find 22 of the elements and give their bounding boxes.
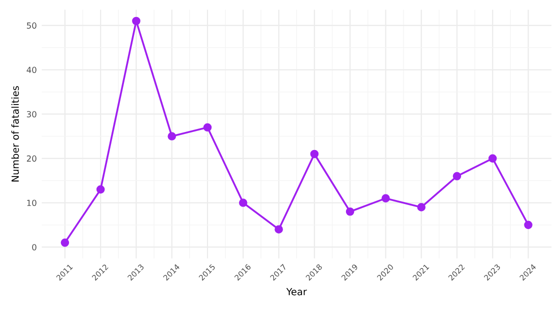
point	[524, 220, 532, 230]
point	[382, 194, 390, 202]
point	[132, 16, 140, 26]
point	[168, 132, 176, 140]
point	[60, 238, 70, 247]
point	[96, 185, 105, 194]
point	[488, 154, 497, 163]
y-tick-label: 50	[26, 22, 36, 29]
point	[203, 123, 212, 132]
point	[310, 150, 319, 158]
y-tick-label: 30	[26, 111, 36, 118]
y-tick-label: 10	[27, 200, 36, 206]
point	[238, 198, 248, 207]
point	[346, 207, 354, 216]
point	[452, 172, 462, 180]
point	[417, 203, 426, 212]
y-tick-label: 40	[26, 66, 36, 74]
y-tick-label: 0	[32, 244, 36, 250]
point	[274, 225, 283, 234]
y-tick-label: 20	[26, 155, 36, 162]
x-axis-title: Year	[286, 288, 307, 296]
y-axis-title: Number of fatalities	[11, 86, 19, 182]
